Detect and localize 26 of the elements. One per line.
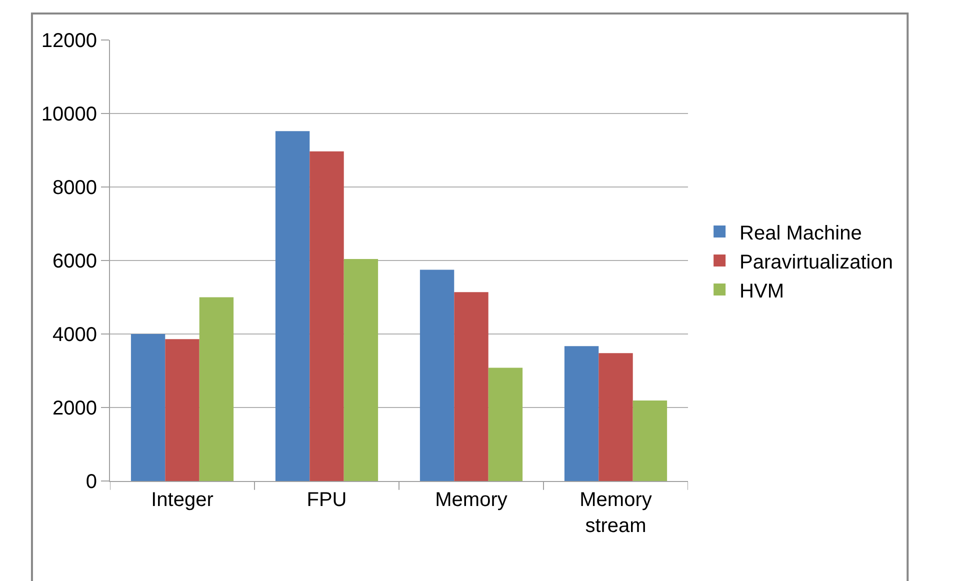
bar: [199, 297, 234, 481]
y-tick-label: 10000: [41, 104, 97, 126]
bar: [454, 292, 488, 481]
bar: [130, 334, 166, 481]
bar: [598, 353, 633, 481]
bar: [632, 400, 668, 481]
x-tick-label: Memory: [435, 489, 508, 511]
bar: [165, 339, 200, 481]
bar: [420, 270, 454, 481]
bar: [564, 346, 599, 481]
bar: [275, 131, 310, 481]
legend-label: Paravirtualization: [740, 251, 893, 274]
x-tick-label: FPU: [306, 489, 347, 511]
y-tick-label: 6000: [52, 250, 97, 272]
y-tick-label: 8000: [52, 177, 97, 199]
y-tick-label: 4000: [52, 324, 97, 346]
legend-label: Real Machine: [740, 222, 862, 244]
bar: [310, 151, 344, 481]
y-tick-label: 0: [86, 471, 97, 493]
legend-label: HVM: [740, 280, 784, 302]
x-tick-label: Memory stream: [580, 489, 652, 537]
x-tick-label: Integer: [151, 489, 214, 511]
y-tick-label: 12000: [41, 30, 97, 52]
bar: [488, 368, 523, 481]
bar: [344, 259, 378, 481]
y-tick-label: 2000: [52, 398, 97, 420]
